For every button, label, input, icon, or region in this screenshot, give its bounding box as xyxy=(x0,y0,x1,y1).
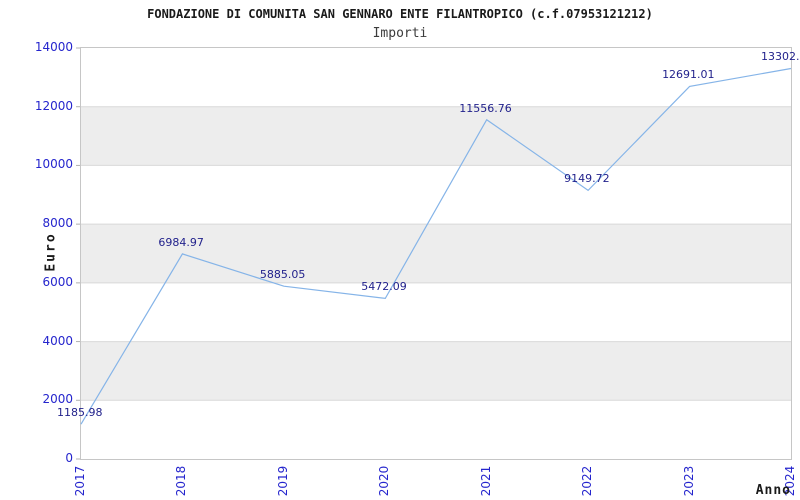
chart-subtitle: Importi xyxy=(372,26,428,41)
y-tick-label: 12000 xyxy=(34,98,73,113)
y-tick-label: 2000 xyxy=(42,392,73,407)
point-value-label: 6984.97 xyxy=(158,235,204,249)
point-value-label: 11556.76 xyxy=(459,101,512,115)
point-value-label: 12691.01 xyxy=(662,68,715,82)
y-tick-label: 8000 xyxy=(42,216,73,231)
x-axis-title-text: Anno xyxy=(755,483,791,498)
line-series-plot xyxy=(76,47,792,460)
shaded-band xyxy=(81,341,791,401)
point-value-label: 1185.98 xyxy=(57,406,103,420)
y-tick-label: 0 xyxy=(65,451,73,465)
plot-area xyxy=(76,47,792,460)
shaded-band xyxy=(81,106,791,166)
y-tick-label: 4000 xyxy=(42,333,73,348)
x-axis-title: Anno xyxy=(756,483,791,498)
shaded-band xyxy=(81,224,791,283)
point-value-label: 5472.09 xyxy=(361,280,407,294)
chart-title: FONDAZIONE DI COMUNITA SAN GENNARO ENTE … xyxy=(147,7,653,21)
point-value-label: 13302. xyxy=(761,50,800,64)
y-tick-label: 6000 xyxy=(42,274,73,289)
importi-line xyxy=(80,67,792,425)
point-value-label: 9149.72 xyxy=(564,172,610,186)
y-tick-label: 14000 xyxy=(34,40,73,54)
y-axis-title-text: Euro xyxy=(43,232,59,272)
y-tick-label: 10000 xyxy=(34,157,73,172)
point-value-label: 5885.05 xyxy=(259,268,306,282)
